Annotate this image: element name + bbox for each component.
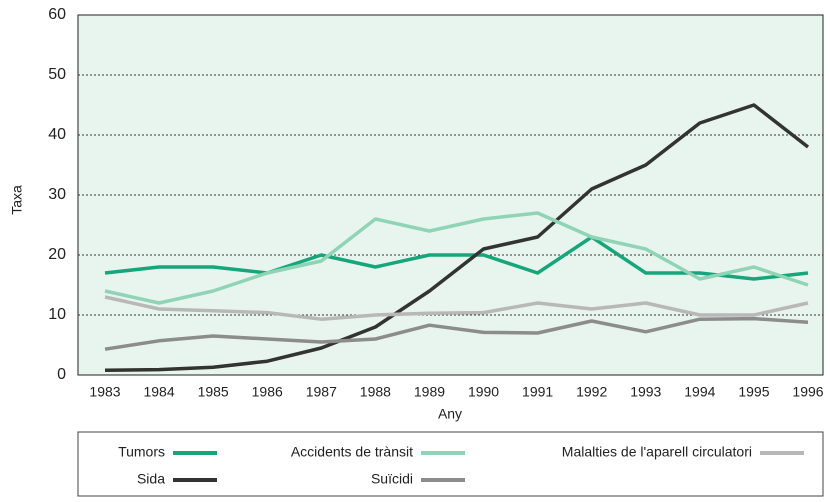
x-tick-label: 1987 [306,384,337,400]
x-tick-label: 1996 [792,384,823,400]
x-tick-label: 1992 [576,384,607,400]
y-tick-label: 40 [48,126,66,143]
x-tick-label: 1993 [630,384,661,400]
y-tick-label: 50 [48,66,66,83]
x-tick-label: 1984 [143,384,174,400]
legend-label: Tumors [118,444,165,460]
y-tick-label: 20 [48,246,66,263]
x-tick-label: 1991 [522,384,553,400]
x-tick-label: 1988 [360,384,391,400]
x-axis-label: Any [438,406,462,422]
y-tick-label: 0 [57,366,66,383]
x-tick-label: 1995 [738,384,769,400]
x-tick-label: 1990 [468,384,499,400]
legend-box [77,431,824,497]
legend-label: Accidents de trànsit [291,444,413,460]
legend-label: Suïcidi [371,471,413,487]
y-tick-label: 60 [48,6,66,23]
legend-label: Sida [137,471,165,487]
series-line [104,211,809,305]
x-tick-label: 1989 [414,384,445,400]
y-tick-label: 30 [48,186,66,203]
series-line [104,295,809,321]
x-tick-label: 1985 [198,384,229,400]
x-tick-label: 1986 [252,384,283,400]
series-line [104,103,810,372]
x-tick-label: 1983 [89,384,120,400]
y-axis-label: Taxa [9,185,25,215]
y-tick-label: 10 [48,306,66,323]
legend-label: Malalties de l'aparell circulatori [562,444,752,460]
series-line [104,316,809,351]
x-tick-label: 1994 [684,384,715,400]
